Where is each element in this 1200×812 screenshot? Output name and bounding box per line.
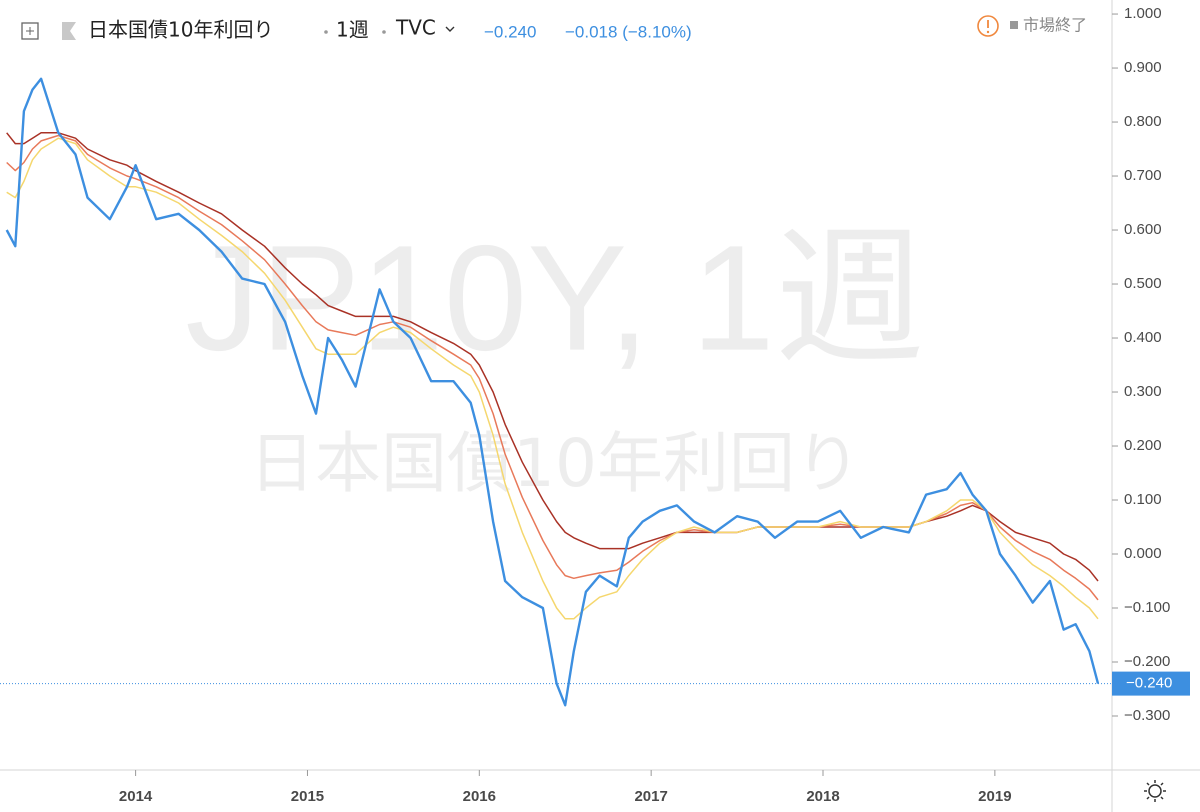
series-line — [6, 134, 1099, 601]
chevron — [445, 26, 455, 32]
market-status: 市場終了 — [1023, 16, 1087, 35]
y-tick-label: 0.800 — [1124, 113, 1162, 130]
y-tick-label: 0.900 — [1124, 59, 1162, 76]
settings-icon[interactable] — [1144, 780, 1166, 802]
status-dot — [1010, 21, 1018, 29]
y-tick-label: 0.300 — [1124, 383, 1162, 400]
separator — [324, 30, 328, 34]
y-tick-label: −0.300 — [1124, 707, 1170, 724]
warning-icon — [986, 30, 990, 34]
compare-icon[interactable] — [21, 22, 39, 40]
y-tick-label: 0.700 — [1124, 167, 1162, 184]
y-tick-label: 1.000 — [1124, 5, 1162, 22]
series-line — [6, 132, 1099, 582]
exchange[interactable]: TVC — [395, 16, 436, 40]
watermark: JP10Y, 1週 — [185, 214, 924, 382]
x-tick-label: 2015 — [291, 788, 324, 805]
y-tick-label: 0.600 — [1124, 221, 1162, 238]
y-tick-label: −0.200 — [1124, 653, 1170, 670]
x-tick-label: 2014 — [119, 788, 153, 805]
price: −0.240 — [484, 22, 536, 41]
x-tick-label: 2017 — [634, 788, 667, 805]
plot-area — [5, 77, 1100, 707]
change: −0.018 (−8.10%) — [565, 22, 692, 41]
interval[interactable]: 1週 — [336, 18, 369, 42]
x-tick-label: 2018 — [806, 788, 839, 805]
series-line — [6, 137, 1099, 620]
y-tick-label: 0.200 — [1124, 437, 1162, 454]
y-tick-label: −0.100 — [1124, 599, 1170, 616]
series-line — [5, 77, 1100, 707]
separator — [382, 30, 386, 34]
symbol-name[interactable]: 日本国債10年利回り — [88, 18, 273, 42]
y-tick-label: 0.000 — [1124, 545, 1162, 562]
x-tick-label: 2016 — [463, 788, 496, 805]
warning-icon[interactable] — [977, 15, 999, 37]
watermark-subtitle: 日本国債10年利回り — [249, 425, 861, 502]
last-price-box — [1112, 671, 1190, 696]
last-price-label: −0.240 — [1126, 675, 1172, 692]
x-tick-label: 2019 — [978, 788, 1011, 805]
y-tick-label: 0.100 — [1124, 491, 1162, 508]
y-tick-label: 0.400 — [1124, 329, 1162, 346]
y-tick-label: 0.500 — [1124, 275, 1162, 292]
flag-icon — [62, 22, 76, 40]
